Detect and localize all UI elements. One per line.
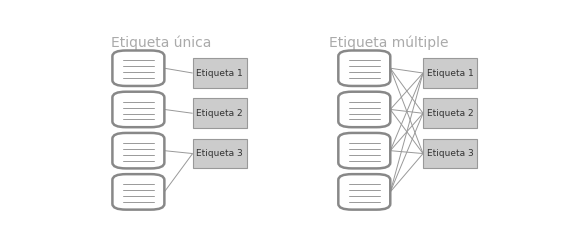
Text: Etiqueta 2: Etiqueta 2 bbox=[427, 109, 473, 118]
Text: Etiqueta 3: Etiqueta 3 bbox=[196, 149, 243, 158]
FancyBboxPatch shape bbox=[338, 51, 390, 86]
Bar bbox=[423, 98, 477, 128]
Text: Etiqueta 3: Etiqueta 3 bbox=[427, 149, 473, 158]
FancyBboxPatch shape bbox=[113, 133, 164, 168]
Text: Etiqueta 2: Etiqueta 2 bbox=[196, 109, 243, 118]
Bar bbox=[192, 58, 247, 88]
Bar bbox=[423, 58, 477, 88]
FancyBboxPatch shape bbox=[113, 51, 164, 86]
Text: Etiqueta única: Etiqueta única bbox=[111, 36, 211, 50]
Text: Etiqueta 1: Etiqueta 1 bbox=[427, 68, 473, 77]
FancyBboxPatch shape bbox=[338, 92, 390, 127]
FancyBboxPatch shape bbox=[338, 133, 390, 168]
Bar bbox=[423, 139, 477, 168]
Text: Etiqueta múltiple: Etiqueta múltiple bbox=[329, 36, 449, 50]
FancyBboxPatch shape bbox=[338, 174, 390, 210]
FancyBboxPatch shape bbox=[113, 174, 164, 210]
Bar bbox=[192, 139, 247, 168]
Text: Etiqueta 1: Etiqueta 1 bbox=[196, 68, 243, 77]
FancyBboxPatch shape bbox=[113, 92, 164, 127]
Bar bbox=[192, 98, 247, 128]
